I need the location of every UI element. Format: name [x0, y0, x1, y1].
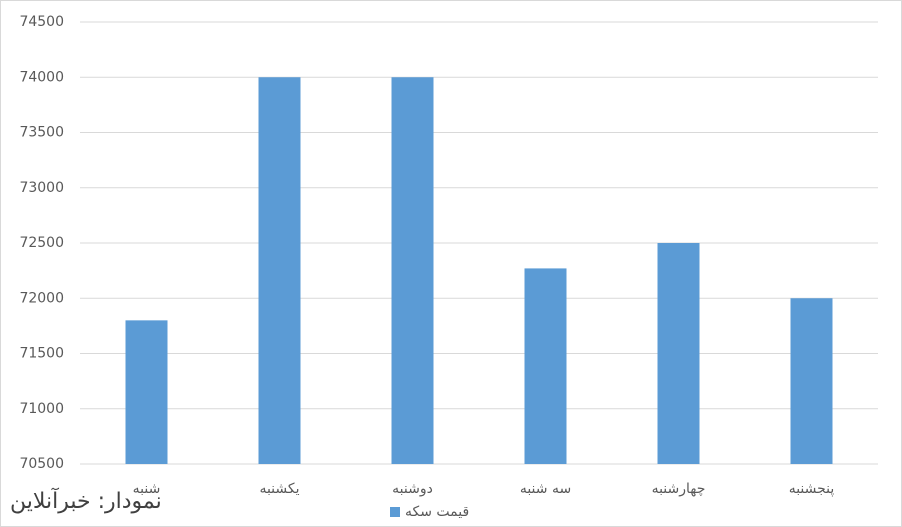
x-tick-label: شنبه — [133, 481, 161, 497]
bar — [657, 243, 700, 464]
y-tick-label: 72000 — [19, 290, 64, 306]
x-tick-label: یکشنبه — [259, 481, 299, 497]
y-tick-label: 72500 — [19, 235, 64, 251]
x-tick-label: سه شنبه — [520, 481, 571, 497]
y-tick-label: 70500 — [19, 456, 64, 472]
bar — [391, 77, 434, 464]
x-tick-label: دوشنبه — [392, 481, 433, 497]
legend-label: قیمت سکه — [405, 504, 469, 520]
y-tick-label: 74500 — [19, 14, 64, 30]
legend-swatch — [390, 507, 400, 517]
bar — [258, 77, 301, 464]
y-tick-label: 74000 — [19, 69, 64, 85]
y-tick-label: 73000 — [19, 180, 64, 196]
x-tick-label: پنجشنبه — [789, 481, 835, 497]
y-tick-label: 73500 — [19, 125, 64, 141]
bar — [790, 298, 833, 464]
source-annotation: نمودار: خبرآنلاین — [10, 487, 162, 514]
bar — [524, 268, 567, 464]
x-tick-label: چهارشنبه — [652, 481, 706, 497]
y-tick-label: 71000 — [19, 401, 64, 417]
y-tick-label: 71500 — [19, 346, 64, 362]
bar — [125, 320, 168, 464]
